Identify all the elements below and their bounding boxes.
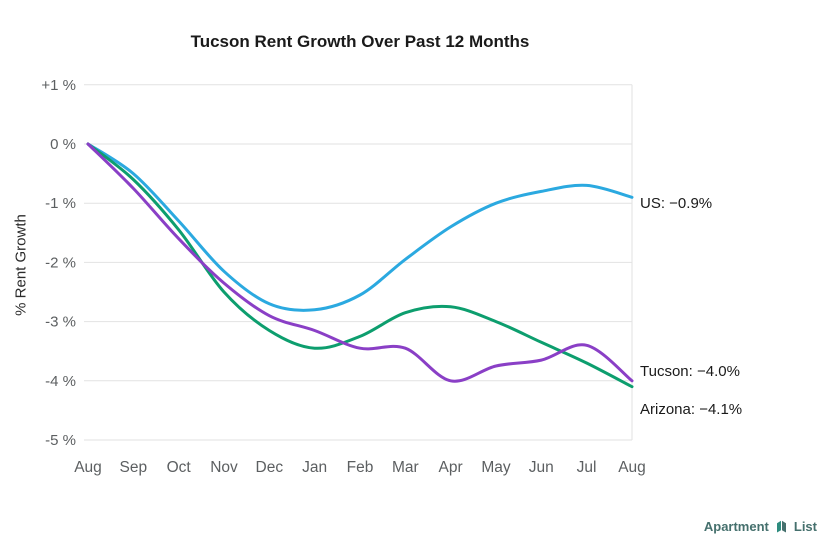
y-tick-label: -4 % [45, 373, 76, 390]
x-tick-label: Feb [347, 459, 374, 476]
y-tick-label: -3 % [45, 314, 76, 331]
y-tick-label: -1 % [45, 195, 76, 212]
arizona-line [86, 142, 634, 389]
x-tick-label: Apr [439, 459, 463, 476]
apartment-list-logo: Apartment List [704, 519, 817, 534]
tucson-line [86, 142, 634, 383]
x-tick-label: Mar [392, 459, 419, 476]
x-tick-label: Nov [210, 459, 238, 476]
x-tick-label: Jun [529, 459, 554, 476]
y-tick-label: -5 % [45, 432, 76, 449]
logo-text-list: List [793, 519, 817, 534]
tucson-series-label: Tucson: −4.0% [640, 363, 740, 380]
y-tick-label: +1 % [41, 77, 76, 94]
x-tick-label: Jul [577, 459, 597, 476]
us-series-label: US: −0.9% [640, 195, 713, 212]
x-tick-label: May [481, 459, 511, 476]
x-tick-label: Oct [167, 459, 192, 476]
chart-title: Tucson Rent Growth Over Past 12 Months [190, 32, 530, 51]
arizona-series-label: Arizona: −4.1% [640, 401, 743, 418]
x-tick-label: Dec [256, 459, 284, 476]
logo-text-apartment: Apartment [703, 519, 769, 534]
x-tick-label: Jan [302, 459, 327, 476]
x-tick-label: Aug [74, 459, 102, 476]
x-tick-label: Aug [618, 459, 646, 476]
us-line [86, 142, 634, 312]
rent-growth-chart: +1 % 0 % -1 % -2 % -3 % -4 % -5 % Aug Sep Oct Nov D… [41, 77, 646, 476]
x-tick-label: Sep [120, 459, 148, 476]
apartment-list-logo-icon [776, 520, 786, 533]
y-tick-label: -2 % [45, 254, 76, 271]
y-tick-label: 0 % [50, 136, 76, 153]
